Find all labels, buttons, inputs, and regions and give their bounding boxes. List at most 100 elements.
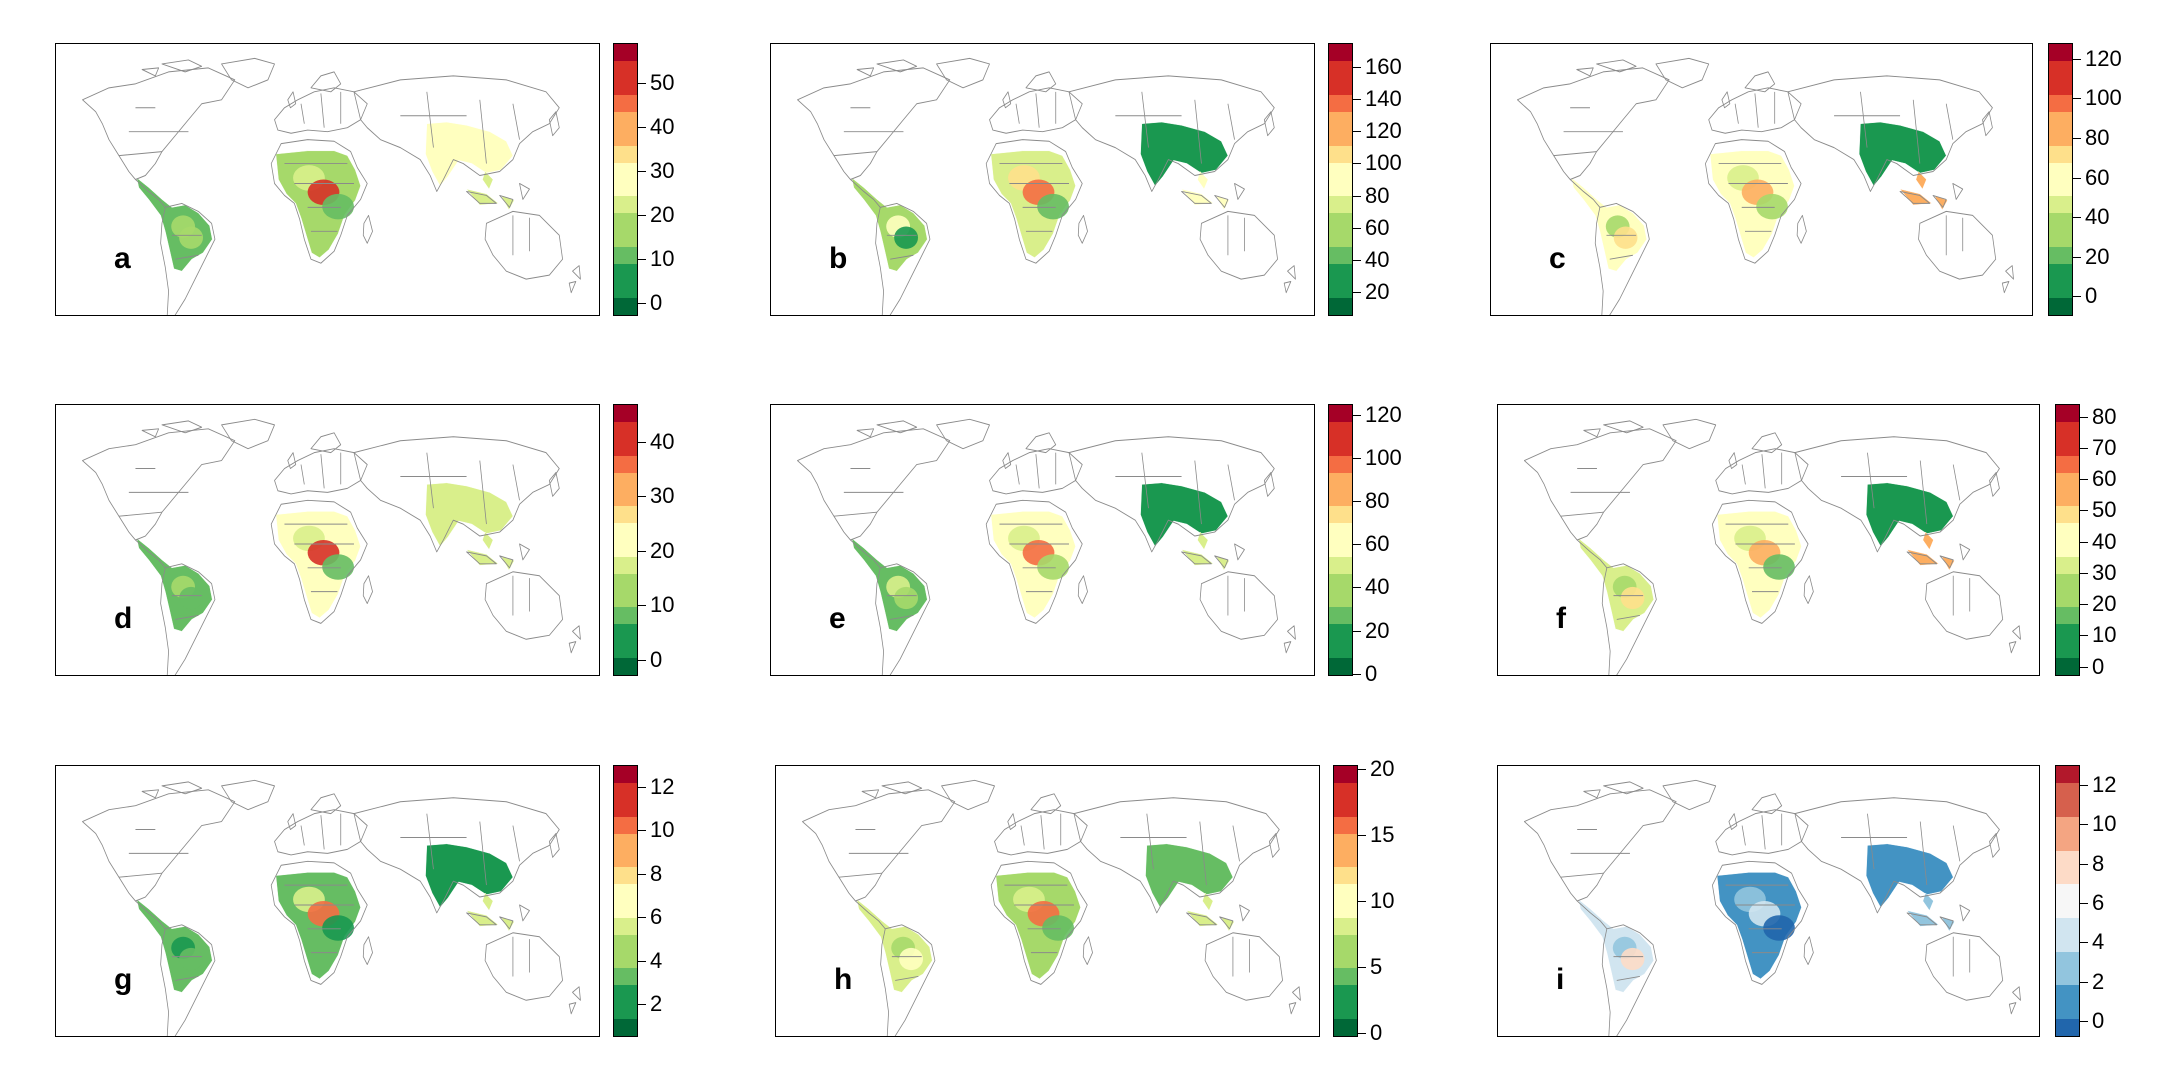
colorbar-tick-label: 0 bbox=[2092, 1008, 2105, 1034]
colorbar-segment bbox=[614, 883, 637, 902]
colorbar-tick bbox=[2080, 572, 2088, 574]
colorbar-tick bbox=[1353, 259, 1361, 261]
colorbar-tick bbox=[2073, 137, 2081, 139]
colorbar-b bbox=[1328, 43, 1353, 316]
colorbar-segment bbox=[614, 984, 637, 1002]
colorbar-segment bbox=[2049, 128, 2072, 146]
colorbar-segment bbox=[1329, 145, 1352, 163]
colorbar-segment bbox=[614, 246, 637, 264]
colorbar-segment bbox=[614, 179, 637, 197]
colorbar-segment bbox=[1329, 606, 1352, 625]
colorbar-segment bbox=[2049, 162, 2072, 180]
colorbar-tick-label: 40 bbox=[1365, 574, 1390, 600]
colorbar-segment bbox=[2056, 556, 2079, 574]
colorbar-segment bbox=[614, 489, 637, 507]
colorbar-segment bbox=[1329, 179, 1352, 197]
colorbar-tick bbox=[2073, 217, 2081, 219]
region-asia bbox=[1145, 843, 1234, 908]
colorbar-tick-label: 60 bbox=[1365, 531, 1390, 557]
panel-label: h bbox=[834, 963, 853, 996]
colorbar-segment bbox=[1329, 573, 1352, 591]
colorbar-tick-label: 0 bbox=[1365, 660, 1378, 686]
colorbar-tick bbox=[1353, 673, 1361, 675]
colorbar-segment bbox=[614, 917, 637, 935]
region-asia bbox=[1140, 121, 1229, 187]
region-asia bbox=[1865, 482, 1954, 547]
region-africa-subarea bbox=[322, 915, 354, 941]
colorbar-tick-label: 80 bbox=[1365, 182, 1390, 208]
colorbar-tick bbox=[1358, 901, 1366, 902]
colorbar-segment bbox=[2056, 900, 2079, 918]
region-asia bbox=[1865, 843, 1954, 908]
colorbar-tick-label: 20 bbox=[1365, 617, 1390, 643]
colorbar-tick bbox=[2073, 177, 2081, 179]
colorbar-segment bbox=[614, 816, 637, 834]
colorbar-tick-label: 20 bbox=[2092, 591, 2117, 617]
colorbar-segment bbox=[1334, 766, 1357, 784]
colorbar-tick bbox=[638, 214, 646, 216]
colorbar-segment bbox=[1334, 967, 1357, 986]
colorbar-segment bbox=[2049, 179, 2072, 197]
colorbar-segment bbox=[1329, 505, 1352, 524]
colorbar-tick-label: 30 bbox=[650, 157, 675, 183]
colorbar-tick-label: 10 bbox=[650, 817, 675, 843]
colorbar-tick-label: 0 bbox=[1370, 1020, 1383, 1046]
colorbar-segment bbox=[1329, 489, 1352, 507]
colorbar-segment bbox=[1329, 556, 1352, 574]
colorbar-tick-label: 50 bbox=[650, 69, 675, 95]
colorbar-tick bbox=[2073, 296, 2081, 298]
colorbar-tick-label: 30 bbox=[650, 483, 675, 509]
colorbar-tick bbox=[638, 830, 646, 832]
colorbar-tick-label: 80 bbox=[2085, 124, 2110, 150]
colorbar-segment bbox=[614, 44, 637, 62]
colorbar-tick-label: 50 bbox=[2092, 497, 2117, 523]
colorbar-segment bbox=[1329, 111, 1352, 129]
colorbar-d bbox=[613, 404, 638, 676]
region-africa-subarea bbox=[1756, 193, 1788, 220]
colorbar-segment bbox=[2056, 657, 2079, 675]
colorbar-tick-label: 100 bbox=[2085, 85, 2122, 111]
colorbar-tick bbox=[638, 873, 646, 875]
colorbar-tick bbox=[638, 496, 646, 498]
colorbar-segment bbox=[614, 472, 637, 490]
region-africa-subarea bbox=[322, 193, 354, 220]
world-map bbox=[1523, 779, 2022, 1036]
colorbar-segment bbox=[2049, 111, 2072, 129]
colorbar-segment bbox=[1329, 280, 1352, 298]
region-latam-subarea bbox=[899, 947, 924, 971]
colorbar-segment bbox=[614, 162, 637, 180]
colorbar-tick-label: 0 bbox=[2092, 653, 2105, 679]
colorbar-segment bbox=[1329, 623, 1352, 641]
colorbar-tick-label: 100 bbox=[1365, 444, 1402, 470]
region-latam-subarea bbox=[894, 226, 919, 249]
colorbar-segment bbox=[1329, 128, 1352, 146]
colorbar-tick-label: 6 bbox=[650, 904, 663, 930]
colorbar-tick bbox=[1358, 768, 1366, 770]
colorbar-segment bbox=[614, 60, 637, 79]
colorbar-tick bbox=[638, 960, 646, 962]
colorbar-tick-label: 10 bbox=[650, 592, 675, 618]
colorbar-tick bbox=[638, 917, 646, 919]
panel-label: a bbox=[114, 242, 131, 275]
colorbar-segment bbox=[2056, 539, 2079, 557]
colorbar-segment bbox=[2056, 833, 2079, 851]
colorbar-tick-label: 10 bbox=[2092, 622, 2117, 648]
colorbar-segment bbox=[614, 766, 637, 784]
map-panel-i: i bbox=[1497, 765, 2040, 1037]
colorbar-tick-label: 0 bbox=[650, 646, 663, 672]
colorbar-tick-label: 8 bbox=[2092, 850, 2105, 876]
colorbar-segment bbox=[1329, 657, 1352, 675]
colorbar-tick-label: 40 bbox=[1365, 246, 1390, 272]
region-africa-subarea bbox=[322, 554, 354, 580]
colorbar-segment bbox=[614, 263, 637, 281]
colorbar-tick-label: 6 bbox=[2092, 889, 2105, 915]
colorbar-segment bbox=[1329, 455, 1352, 473]
colorbar-segment bbox=[2056, 967, 2079, 986]
colorbar-segment bbox=[2056, 850, 2079, 868]
colorbar-segment bbox=[614, 421, 637, 440]
colorbar-segment bbox=[2056, 589, 2079, 608]
colorbar-segment bbox=[1329, 405, 1352, 423]
colorbar-segment bbox=[2056, 816, 2079, 834]
colorbar-segment bbox=[2056, 984, 2079, 1002]
colorbar-tick bbox=[638, 170, 646, 172]
